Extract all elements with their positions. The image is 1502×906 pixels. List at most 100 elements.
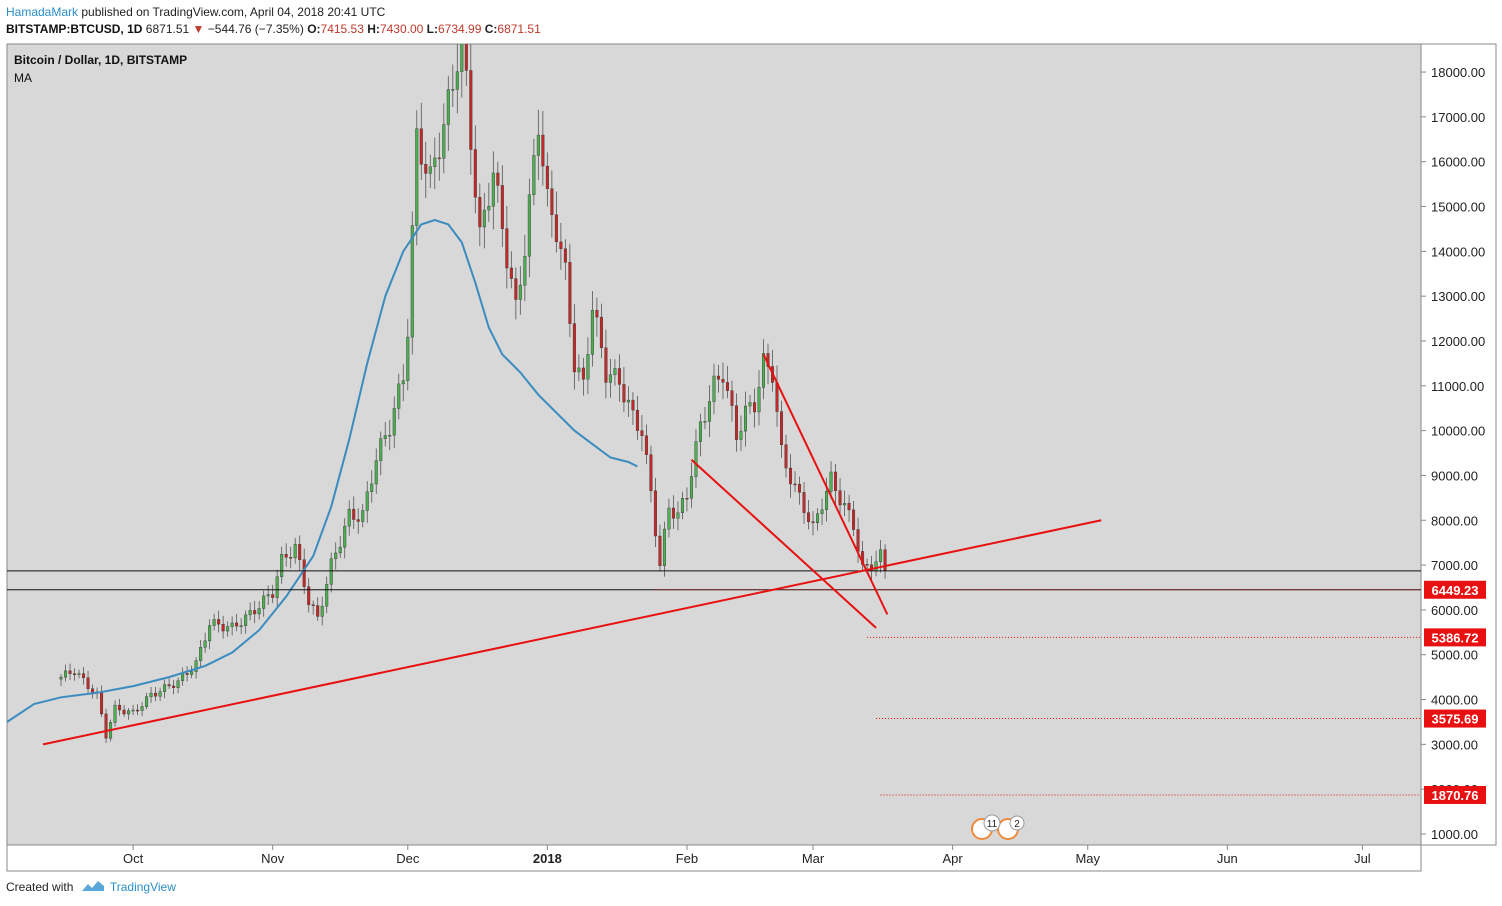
candle [838,478,842,514]
candle-body [352,508,356,520]
candle [667,498,671,538]
candle [217,610,221,633]
event-markers[interactable]: 11 2 [971,814,1025,840]
candle-body [415,128,419,226]
candle [329,552,333,593]
candle-body [442,124,446,159]
price-badge[interactable]: 5386.72 [1424,628,1486,647]
author-name[interactable]: HamadaMark [6,5,79,19]
candle [604,329,608,399]
candle-body [532,155,536,195]
tradingview-logo-icon[interactable] [77,880,110,894]
candle [676,501,680,531]
moving-average-line[interactable] [7,218,638,723]
candle-body [568,262,572,324]
candle [685,487,689,512]
candle-body [118,704,122,711]
candle-body [370,483,374,492]
candle [334,542,338,570]
indicator-legend[interactable]: MA [14,71,32,85]
drawings-group [7,353,1421,796]
candle-body [451,89,455,91]
last-price: 6871.51 [145,22,190,36]
candle [554,191,558,253]
candle [563,239,567,280]
candle [230,616,234,636]
candle [581,357,585,396]
candle [568,243,572,338]
events-count-badge[interactable] [983,814,1001,832]
candle-body [127,710,131,715]
candle [730,380,734,422]
price-badge[interactable]: 1870.76 [1424,785,1486,804]
candle [203,632,207,653]
candle [293,537,297,564]
candle-body [847,503,851,511]
candle-body [122,709,126,715]
candle-body [325,584,329,607]
candle [158,687,162,702]
candle [469,44,473,175]
candle [852,501,856,537]
candle [703,406,707,430]
candle [798,476,802,505]
candle-body [626,399,630,403]
candle-body [653,490,657,537]
candle-body [843,503,847,506]
trend-line-wedge-upper[interactable] [762,353,889,615]
candle [433,137,437,190]
candle [352,496,356,529]
candle [86,670,90,694]
y-tick-label: 14000.00 [1431,244,1485,259]
price-badge-label: 5386.72 [1432,630,1479,645]
candle [487,182,491,222]
events-count-badge[interactable] [1009,815,1025,831]
candle-body [852,509,856,530]
candle-body [419,128,423,165]
candle [325,576,329,614]
candle [829,461,833,500]
price-badge[interactable]: 3575.69 [1424,709,1486,728]
candle [473,125,477,214]
candle [248,602,252,621]
y-tick-label: 8000.00 [1431,513,1478,528]
plot-background[interactable] [6,43,1422,846]
candle-body [482,209,486,228]
candle-body [203,640,207,648]
trend-line-wedge-lower[interactable] [690,459,877,629]
trend-line-long-support[interactable] [42,519,1102,746]
price-badge[interactable]: 6449.23 [1424,580,1486,599]
x-tick-label: Apr [943,851,964,866]
candle [172,679,176,695]
candle-body [658,535,662,566]
candle-body [793,483,797,486]
candle [757,370,761,426]
candle-body [140,706,144,711]
candle-body [752,402,756,413]
candle [491,151,495,230]
candle-body [671,507,675,519]
candle-body [577,367,581,373]
candle [388,419,392,451]
price-badge-label: 1870.76 [1432,788,1479,803]
chart-header: HamadaMark published on TradingView.com,… [6,4,1496,38]
candle [635,395,639,440]
candle-body [383,435,387,439]
candle [500,165,504,248]
candle [527,178,531,278]
candle [541,110,545,186]
y-tick-label: 4000.00 [1431,693,1478,708]
candle [752,388,756,428]
candle [509,251,513,289]
candle-body [361,510,365,522]
candle-body [221,623,225,632]
candle [77,669,81,679]
candle [163,679,167,699]
tradingview-brand[interactable]: TradingView [109,880,176,894]
candle [257,601,261,620]
candle [482,192,486,249]
candle [613,359,617,386]
candle-body [455,71,459,90]
x-axis-background[interactable] [6,844,1422,872]
